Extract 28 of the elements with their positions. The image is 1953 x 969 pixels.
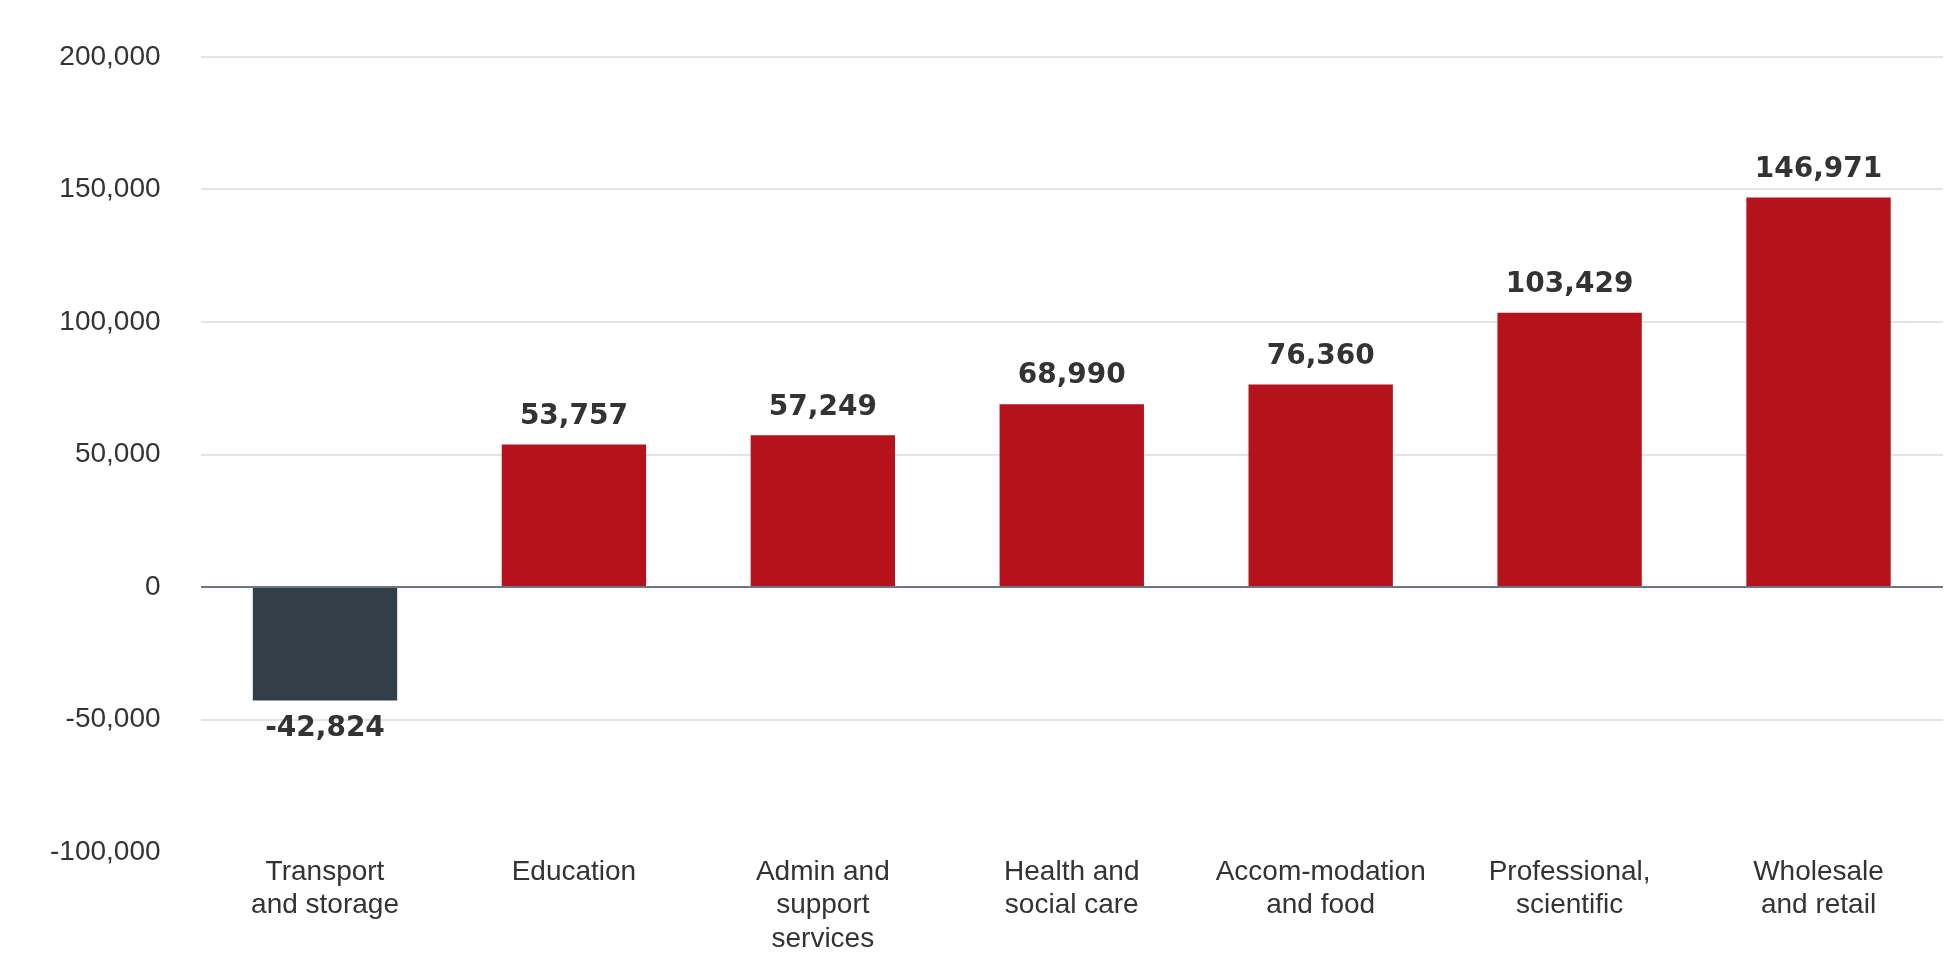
data-label: 103,429 bbox=[1505, 266, 1634, 300]
data-label: 53,757 bbox=[519, 397, 628, 431]
y-tick-label: 50,000 bbox=[74, 437, 161, 469]
data-label: 146,971 bbox=[1754, 150, 1883, 184]
bar bbox=[999, 404, 1144, 587]
bar bbox=[501, 444, 647, 587]
x-tick-label: Health and social care bbox=[1004, 854, 1140, 920]
bar bbox=[1497, 312, 1642, 587]
y-tick-label: 200,000 bbox=[59, 39, 161, 71]
y-tick-label: 0 bbox=[144, 569, 161, 601]
data-label: 57,249 bbox=[768, 388, 877, 422]
bar bbox=[750, 435, 896, 587]
x-tick-label: Professional, scientific bbox=[1488, 854, 1651, 920]
bar bbox=[1746, 197, 1891, 587]
x-tick-label: Accom-modation and food bbox=[1215, 854, 1426, 920]
x-tick-label: Admin and support services bbox=[755, 854, 890, 953]
y-tick-label: -100,000 bbox=[49, 834, 161, 866]
x-tick-label: Transport and storage bbox=[251, 854, 399, 920]
y-tick-label: 100,000 bbox=[59, 304, 161, 336]
data-label: -42,824 bbox=[265, 709, 385, 743]
bar bbox=[1248, 384, 1393, 587]
bar bbox=[252, 588, 398, 701]
x-tick-label: Education bbox=[511, 854, 637, 886]
y-tick-label: 150,000 bbox=[59, 172, 161, 204]
x-tick-label: Wholesale and retail bbox=[1753, 854, 1884, 920]
data-label: 68,990 bbox=[1017, 357, 1126, 391]
data-label: 76,360 bbox=[1266, 337, 1375, 371]
y-tick-label: -50,000 bbox=[65, 702, 161, 734]
